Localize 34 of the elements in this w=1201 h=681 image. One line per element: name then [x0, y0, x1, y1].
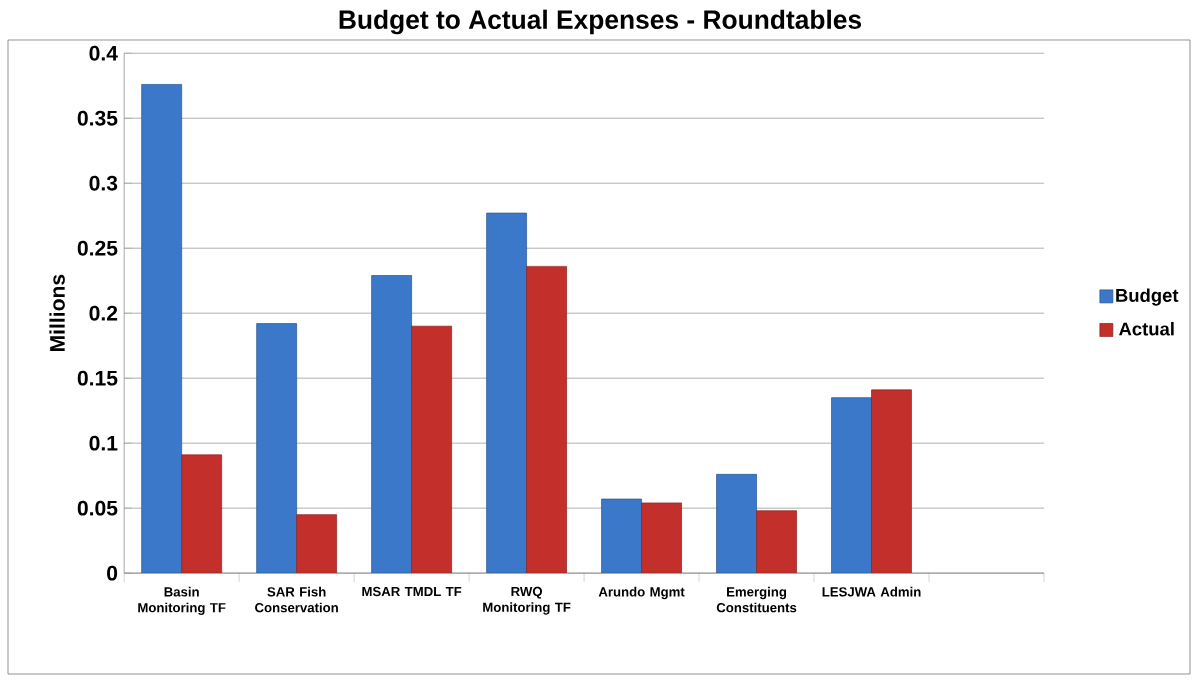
bar: [181, 454, 223, 574]
bar: [256, 323, 297, 574]
bar: [641, 502, 682, 574]
bar: [486, 212, 527, 574]
bar: [601, 498, 642, 574]
y-tick-label: 0: [107, 565, 118, 581]
x-tick-label: SAR Fish Conservation: [255, 586, 338, 613]
x-tick-label: Emerging Constituents: [716, 586, 797, 613]
x-tick-label: MSAR TMDL TF: [362, 586, 462, 597]
y-tick-label: 0.15: [77, 370, 118, 386]
y-axis-title: Millions: [49, 274, 65, 352]
bar: [411, 325, 452, 574]
bar: [756, 510, 797, 574]
bar: [716, 473, 757, 574]
y-tick-label: 0.05: [77, 500, 118, 516]
y-tick-label: 0.3: [89, 175, 118, 191]
x-tick-label: LESJWA Admin: [822, 586, 921, 597]
bar: [141, 84, 183, 574]
legend-label: Actual: [1119, 321, 1174, 336]
x-tick-label: Arundo Mgmt: [598, 586, 685, 600]
legend-label: Budget: [1116, 288, 1179, 306]
chart-title: Budget to Actual Expenses - Roundtables: [339, 9, 862, 35]
x-tick-label: Basin Monitoring TF: [138, 586, 226, 615]
y-tick-label: 0.25: [77, 240, 118, 256]
x-tick-label: RWQ Monitoring TF: [483, 586, 571, 615]
y-tick-label: 0.1: [89, 435, 118, 451]
y-tick-label: 0.2: [89, 305, 118, 321]
y-tick-label: 0.4: [89, 45, 118, 61]
bar: [526, 266, 567, 574]
y-tick-label: 0.35: [77, 110, 118, 126]
bar: [871, 389, 912, 574]
bar: [831, 397, 872, 574]
bar: [296, 514, 337, 574]
bar: [371, 275, 412, 574]
